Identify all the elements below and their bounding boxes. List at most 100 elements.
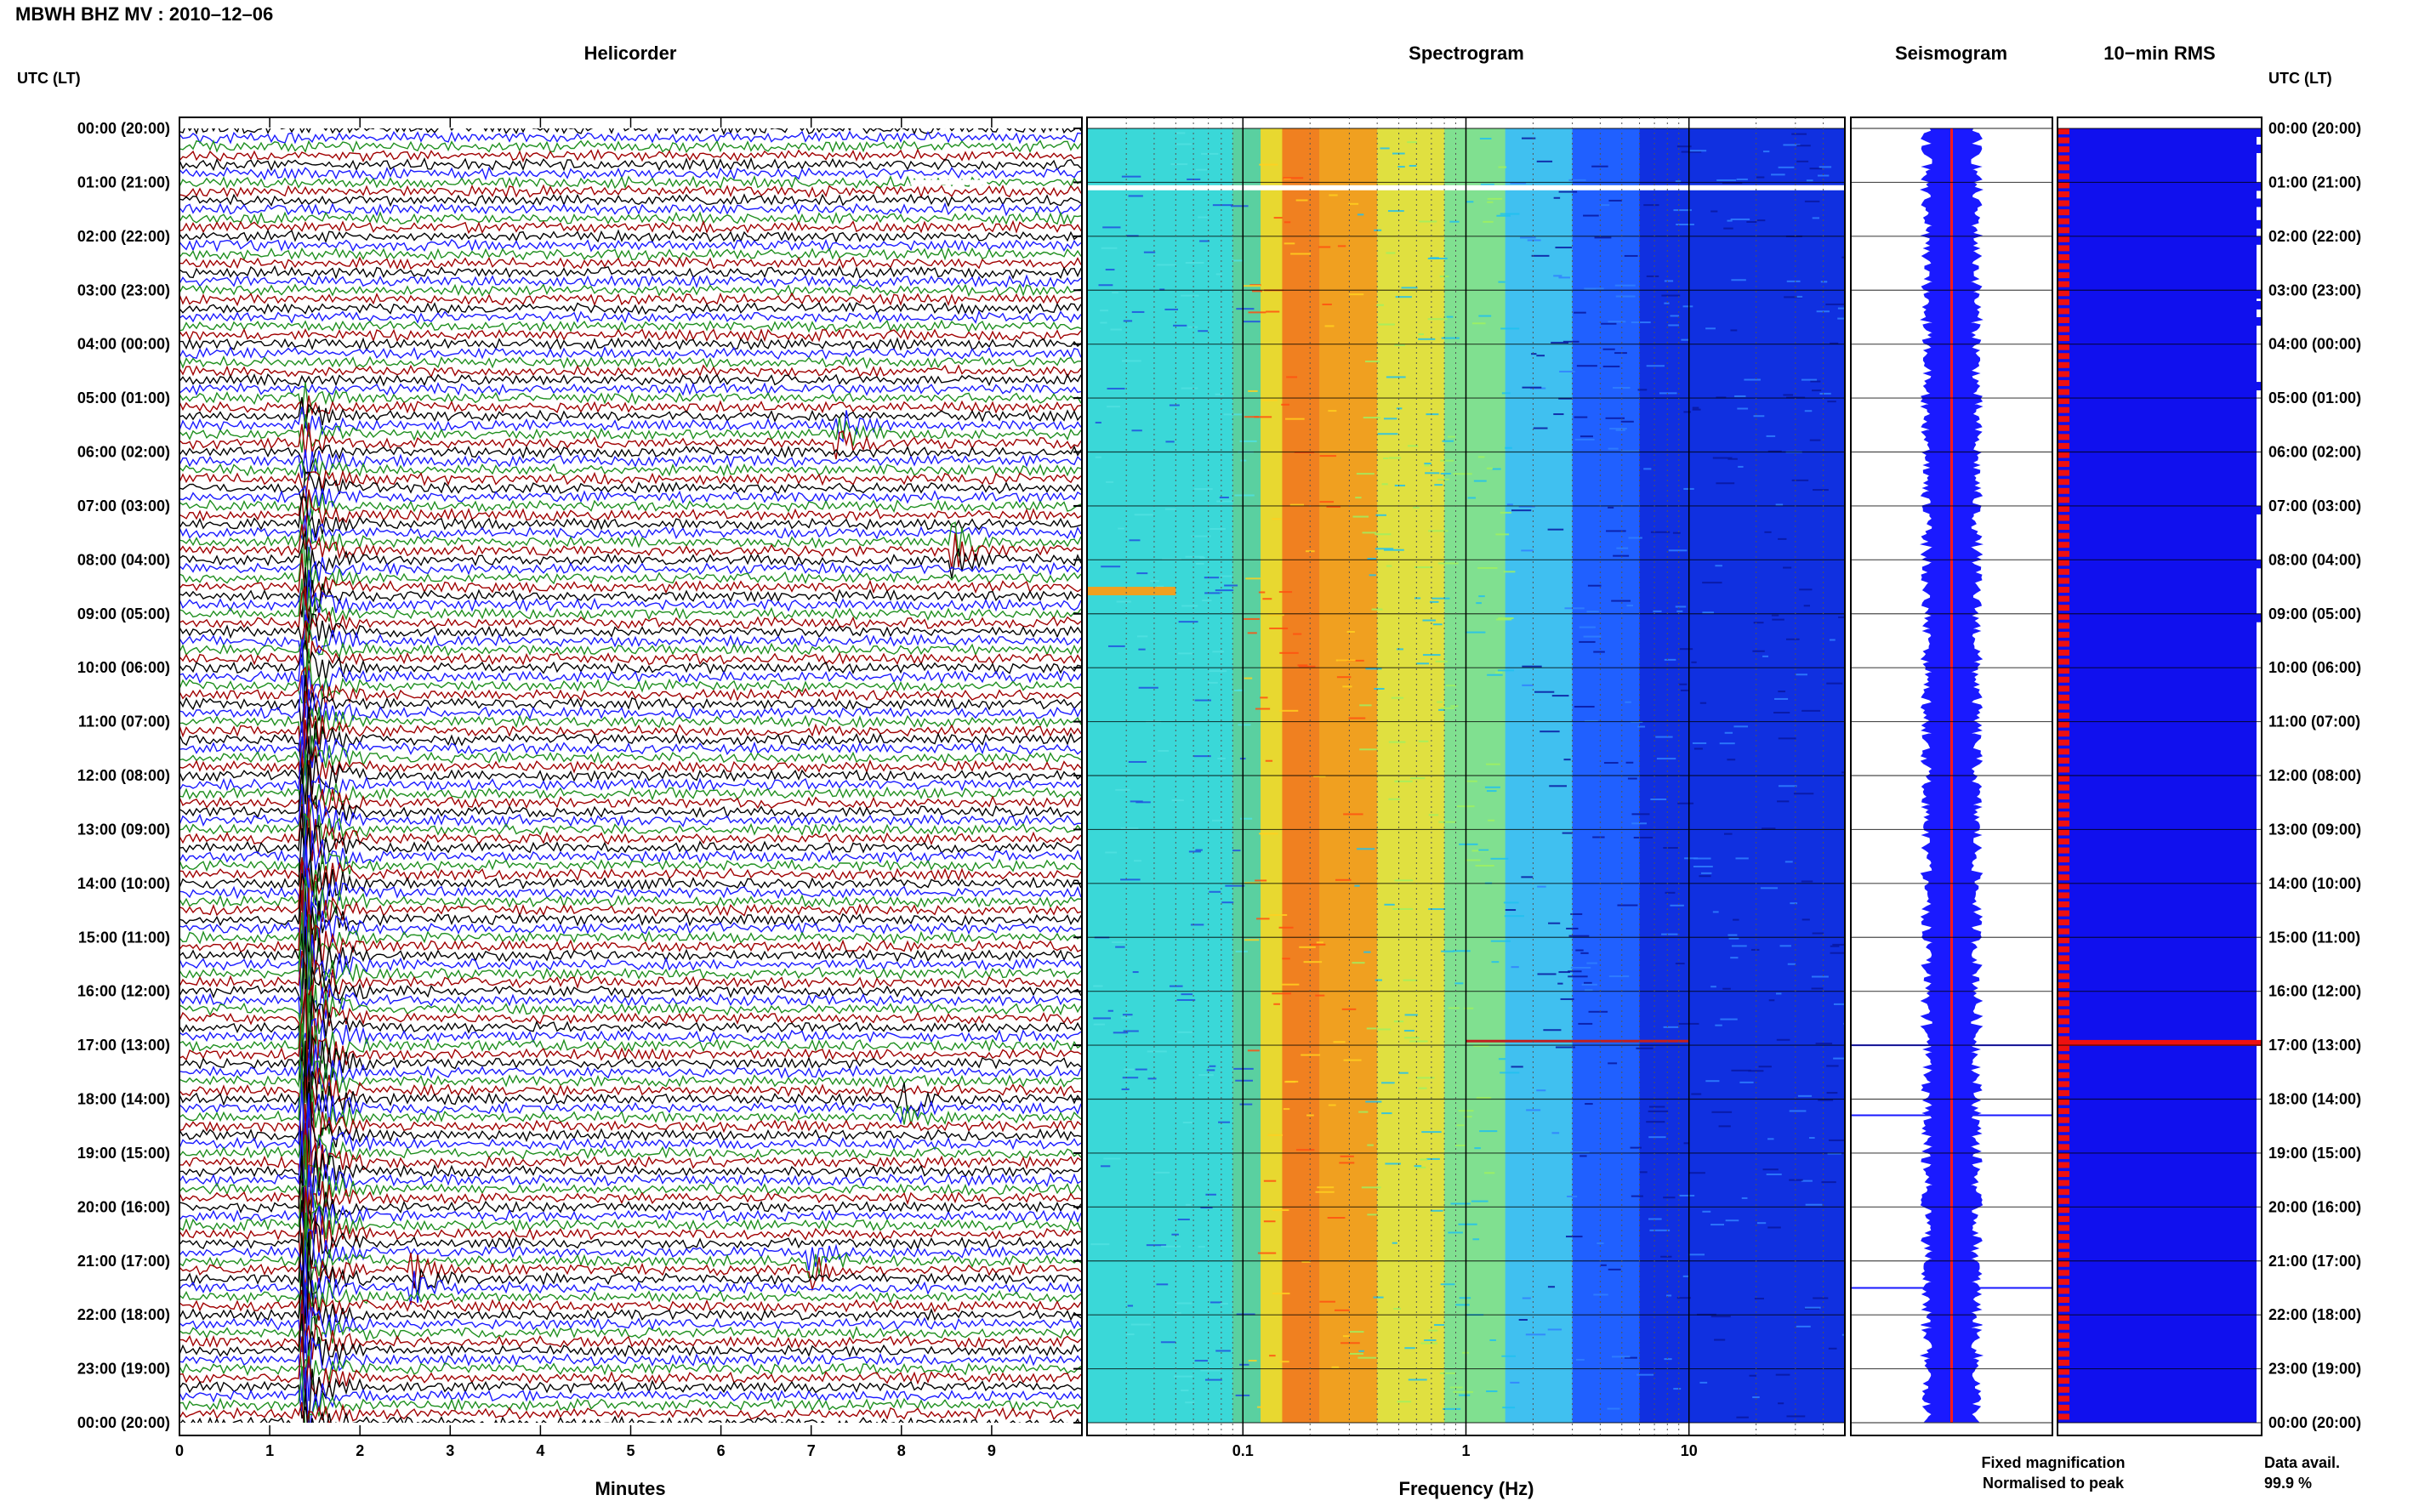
spectrogram-cell: [1614, 284, 1636, 287]
spectrogram-cell: [1498, 617, 1514, 619]
spectrogram-cell: [1116, 600, 1132, 603]
rms-normalised-bar: [2058, 353, 2069, 360]
row-label-right: 12:00 (08:00): [2268, 767, 2361, 784]
spectrogram-cell: [1735, 857, 1749, 860]
helicorder-trace: [179, 1282, 1082, 1368]
minute-tick-label: 0: [175, 1442, 184, 1459]
helicorder-trace: [179, 1367, 1082, 1423]
helicorder-trace: [179, 327, 1082, 343]
row-label-right: 05:00 (01:00): [2268, 389, 2361, 406]
spectrogram-cell: [1394, 484, 1406, 486]
spectrogram-cell: [1486, 790, 1497, 793]
spectrogram-cell: [1209, 1065, 1216, 1067]
helicorder-trace: [179, 1067, 1082, 1153]
spectrogram-cell: [1211, 819, 1224, 821]
row-label-right: 10:00 (06:00): [2268, 659, 2361, 676]
spectrogram-cell: [1191, 535, 1211, 537]
rms-normalised-bar: [2058, 1242, 2069, 1249]
rms-normalised-bar: [2058, 892, 2069, 899]
spectrogram-cell: [1176, 1302, 1192, 1305]
spectrogram-cell: [1670, 315, 1680, 317]
spectrogram-cell: [1560, 998, 1574, 1000]
rms-normalised-bar: [2058, 713, 2069, 719]
helicorder-trace: [179, 156, 1082, 172]
spectrogram-cell: [1259, 163, 1278, 166]
rms-bar-peak: [2246, 316, 2262, 326]
spectrogram-cell: [1359, 748, 1377, 751]
spectrogram-cell: [1521, 137, 1536, 139]
spectrogram-cell: [1137, 180, 1151, 183]
spectrogram-cell: [1501, 1355, 1516, 1357]
rms-normalised-bar: [2058, 802, 2069, 809]
spectrogram-cell: [1420, 1342, 1438, 1344]
helicorder-trace: [179, 337, 1082, 352]
spectrogram-cell: [1095, 456, 1101, 458]
spectrogram-cell: [1261, 399, 1278, 401]
spectrogram-cell: [1643, 204, 1659, 207]
spectrogram-cell: [1465, 859, 1481, 861]
rms-normalised-bar: [2058, 865, 2069, 872]
spectrogram-cell: [1248, 311, 1266, 314]
spectrogram-cell: [1095, 421, 1101, 423]
minute-tick-label: 7: [807, 1442, 816, 1459]
helicorder-trace: [179, 1313, 1082, 1392]
spectrogram-cell: [1536, 160, 1553, 162]
spectrogram-cell: [1558, 971, 1570, 974]
spectrogram-cell: [1714, 1339, 1726, 1341]
rms-normalised-bar: [2058, 658, 2069, 665]
helicorder-trace: [179, 901, 1082, 969]
spectrogram-cell: [1730, 329, 1738, 332]
spectrogram-cell: [1772, 618, 1784, 621]
spectrogram-cell: [1607, 1407, 1620, 1410]
spectrogram-cell: [1750, 948, 1760, 951]
spectrogram-cell: [1434, 484, 1443, 486]
spectrogram-cell: [1558, 276, 1570, 279]
spectrogram-cell: [1348, 717, 1366, 719]
spectrogram-cell: [1826, 1065, 1839, 1067]
rms-normalised-bar: [2058, 1126, 2069, 1133]
rms-normalised-bar: [2058, 272, 2069, 279]
helicorder-trace: [179, 586, 1082, 643]
spectrogram-cell: [1416, 1077, 1435, 1079]
spectrogram-cell: [1121, 1088, 1130, 1090]
spectrogram-cell: [1175, 143, 1192, 145]
spectrogram-cell: [1156, 264, 1176, 266]
helicorder-trace: [179, 648, 1082, 704]
spectrogram-cell: [1398, 1071, 1409, 1074]
row-label-right: 06:00 (02:00): [2268, 444, 2361, 461]
spectrogram-cell: [1648, 1110, 1669, 1112]
helicorder-trace: [179, 396, 1082, 429]
spectrogram-cell: [1522, 1297, 1531, 1299]
spectrogram-cell: [1476, 1096, 1492, 1099]
spectrogram-cell: [1551, 1132, 1560, 1134]
spectrogram-cell: [1752, 1396, 1760, 1399]
spectrogram-cell: [1477, 456, 1485, 458]
spectrogram-cell: [1813, 489, 1829, 492]
spectrogram-cell: [1818, 1099, 1834, 1101]
spectrogram-cell: [1677, 802, 1694, 804]
spectrogram-cell: [1679, 1194, 1695, 1197]
spectrogram-cell: [1601, 322, 1617, 325]
rms-normalised-bar: [2058, 838, 2069, 844]
spectrogram-cell: [1625, 701, 1631, 703]
spectrogram-cell: [1365, 668, 1382, 670]
spectrogram-cell: [1440, 459, 1454, 462]
rms-normalised-bar: [2058, 253, 2069, 260]
spectrogram-cell: [1626, 605, 1634, 607]
helicorder-trace: [179, 985, 1082, 1077]
spectrogram-cell: [1282, 958, 1290, 960]
row-label-left: 00:00 (20:00): [77, 1414, 170, 1431]
spectrogram-cell: [1395, 296, 1412, 298]
spectrogram-cell: [1766, 1173, 1782, 1175]
spectrogram-cell: [1185, 1203, 1192, 1206]
spectrogram-cell: [1518, 1319, 1528, 1322]
spectrogram-cell: [1767, 1138, 1774, 1140]
spectrogram-cell: [1716, 482, 1735, 485]
helicorder-trace: [179, 613, 1082, 643]
spectrogram-cell: [1438, 708, 1445, 711]
row-label-right: 00:00 (20:00): [2268, 120, 2361, 137]
spectrogram-cell: [1128, 760, 1147, 763]
spectrogram-cell: [1349, 1352, 1363, 1355]
spectrogram-cell: [1093, 985, 1103, 987]
helicorder-xlabel: Minutes: [595, 1478, 665, 1499]
